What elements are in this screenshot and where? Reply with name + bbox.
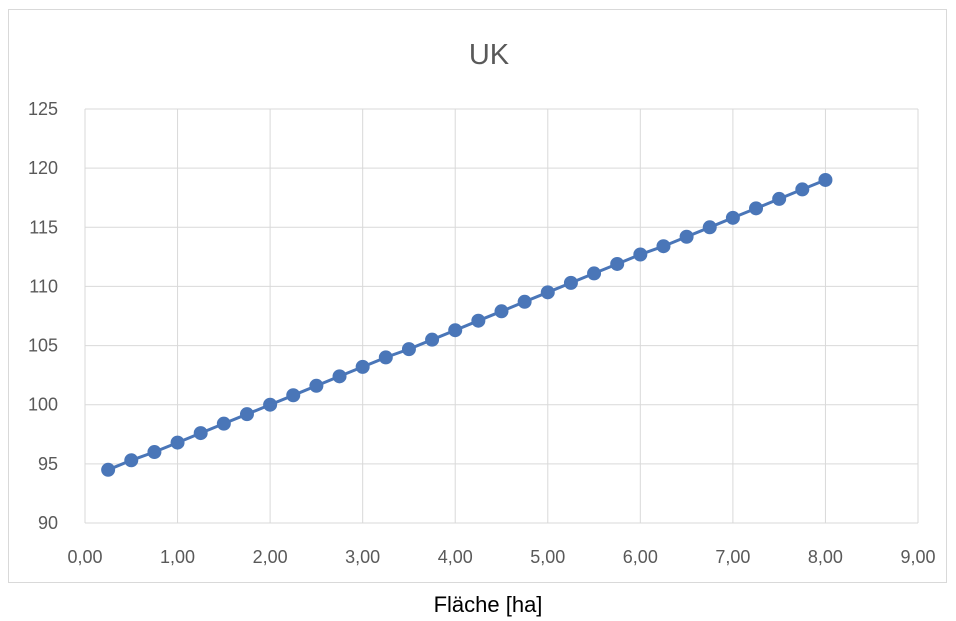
data-point — [494, 304, 509, 319]
data-point — [332, 369, 347, 384]
data-point — [170, 435, 185, 450]
data-point — [309, 378, 324, 393]
data-point — [448, 323, 463, 338]
x-tick-label: 4,00 — [438, 547, 473, 567]
chart-title: UK — [469, 39, 510, 71]
data-point — [378, 350, 393, 365]
data-point — [818, 172, 833, 187]
x-tick-label: 9,00 — [900, 547, 935, 567]
data-point — [725, 210, 740, 225]
data-point — [749, 201, 764, 216]
data-point — [425, 332, 440, 347]
y-tick-label: 120 — [28, 158, 58, 178]
data-point — [656, 239, 671, 254]
data-point — [101, 462, 116, 477]
x-tick-label: 3,00 — [345, 547, 380, 567]
data-point — [772, 191, 787, 206]
chart-frame — [8, 9, 947, 583]
y-tick-label: 125 — [28, 99, 58, 119]
data-point — [610, 256, 625, 271]
data-point — [147, 445, 162, 460]
data-point — [587, 266, 602, 281]
x-tick-label: 5,00 — [530, 547, 565, 567]
data-point — [702, 220, 717, 235]
data-point — [286, 388, 301, 403]
data-point — [216, 416, 231, 431]
data-point — [795, 182, 810, 197]
data-point — [263, 397, 278, 412]
y-tick-label: 105 — [28, 336, 58, 356]
data-series — [101, 172, 833, 477]
x-tick-label: 2,00 — [253, 547, 288, 567]
data-point — [563, 275, 578, 290]
y-tick-label: 90 — [38, 513, 58, 533]
data-point — [517, 294, 532, 309]
x-tick-label: 8,00 — [808, 547, 843, 567]
y-axis-tick-labels: 90 95 100 105 110 115 120 125 — [28, 99, 58, 533]
y-tick-label: 95 — [38, 454, 58, 474]
x-tick-label: 7,00 — [715, 547, 750, 567]
x-axis-tick-labels: 0,00 1,00 2,00 3,00 4,00 5,00 6,00 7,00 8,00 9,00 — [67, 547, 935, 567]
series-line — [107, 178, 826, 472]
data-point — [633, 247, 648, 262]
data-point — [355, 359, 370, 374]
x-tick-label: 6,00 — [623, 547, 658, 567]
data-point — [124, 453, 139, 468]
data-point — [679, 229, 694, 244]
y-tick-label: 110 — [29, 276, 58, 296]
grid-layer — [84, 108, 919, 524]
data-point — [471, 313, 486, 328]
data-point — [239, 407, 254, 422]
y-tick-label: 115 — [29, 217, 58, 237]
y-tick-label: 100 — [28, 395, 58, 415]
x-axis-title: Fläche [ha] — [434, 592, 543, 617]
x-tick-label: 1,00 — [160, 547, 195, 567]
data-point — [401, 342, 416, 357]
data-point — [540, 285, 555, 300]
x-tick-label: 0,00 — [67, 547, 102, 567]
data-point — [193, 426, 208, 441]
